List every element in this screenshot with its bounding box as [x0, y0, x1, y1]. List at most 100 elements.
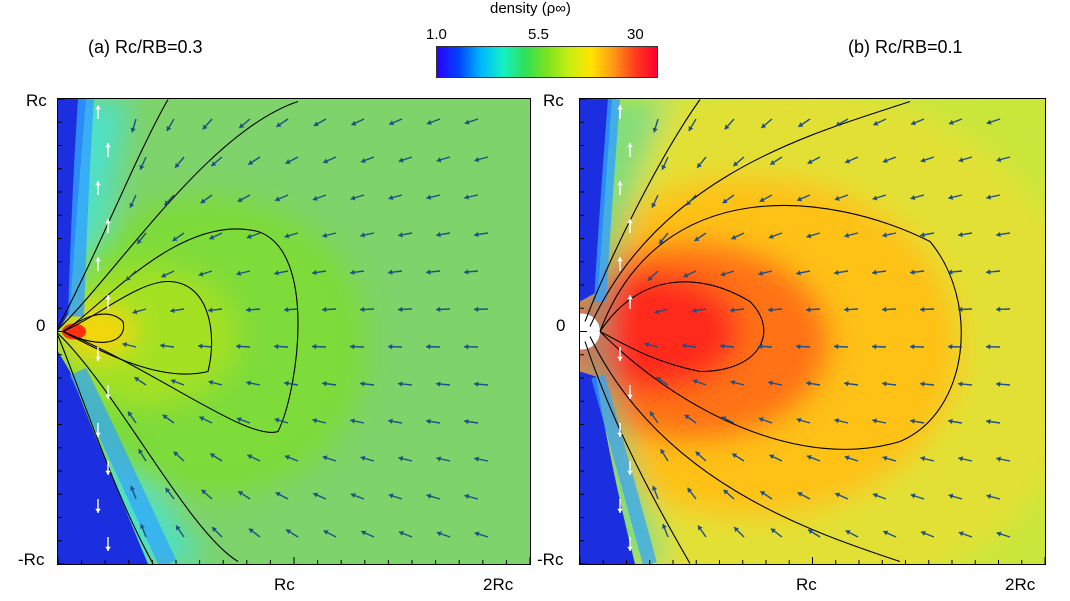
- velocity-arrowhead-19: [398, 157, 404, 163]
- velocity-arrowhead-33: [627, 219, 633, 224]
- velocity-arrowhead-101: [173, 451, 179, 457]
- velocity-arrowhead-92: [758, 417, 764, 423]
- lower-wake: [580, 371, 635, 564]
- velocity-arrowhead-61: [844, 306, 849, 313]
- velocity-arrowhead-86: [436, 381, 441, 387]
- velocity-arrowhead-128: [361, 530, 367, 536]
- velocity-arrowhead-2: [688, 126, 694, 132]
- velocity-arrowhead-125: [248, 528, 254, 534]
- velocity-arrowhead-87: [996, 381, 1001, 387]
- velocity-arrowhead-122: [139, 523, 145, 529]
- velocity-arrowhead-37: [246, 233, 252, 239]
- velocity-arrowhead-106: [882, 455, 888, 461]
- velocity-arrowhead-96: [910, 418, 915, 424]
- velocity-arrowhead-98: [986, 418, 991, 425]
- velocity-arrowhead-0: [617, 105, 623, 110]
- velocity-arrowhead-77: [105, 394, 111, 399]
- velocity-arrowhead-1: [652, 127, 658, 133]
- velocity-arrowhead-51: [350, 269, 355, 275]
- velocity-arrowhead-44: [95, 257, 101, 262]
- velocity-arrowhead-124: [734, 527, 739, 533]
- velocity-arrowhead-123: [697, 525, 703, 531]
- velocity-arrowhead-34: [137, 238, 142, 244]
- velocity-arrowhead-13: [175, 162, 180, 168]
- density-contours: [58, 99, 299, 564]
- panel-b-xtick-rc: Rc: [796, 575, 817, 594]
- velocity-arrowhead-123: [175, 525, 181, 531]
- velocity-arrowhead-65: [474, 306, 479, 313]
- velocity-arrowhead-8: [389, 120, 395, 126]
- velocity-arrowhead-34: [659, 238, 664, 244]
- velocity-arrowhead-49: [796, 270, 801, 276]
- velocity-arrowhead-17: [323, 158, 329, 164]
- velocity-arrowhead-82: [284, 380, 289, 387]
- axis-ticks: [58, 99, 530, 564]
- velocity-arrowhead-16: [285, 159, 291, 164]
- velocity-arrowhead-64: [958, 306, 963, 313]
- velocity-arrowhead-118: [910, 493, 916, 499]
- velocity-arrowhead-59: [246, 307, 251, 313]
- velocity-arrowhead-110: [617, 508, 623, 513]
- velocity-arrowhead-54: [464, 269, 469, 275]
- velocity-arrowhead-114: [760, 491, 766, 496]
- panel-a-ytick-bottom: -Rc: [18, 550, 45, 569]
- velocity-arrowhead-130: [958, 531, 964, 537]
- velocity-arrowhead-71: [274, 343, 279, 350]
- velocity-arrowhead-29: [350, 195, 356, 201]
- velocity-arrowhead-15: [248, 160, 254, 165]
- velocity-arrowhead-18: [882, 157, 888, 163]
- velocity-arrowhead-131: [996, 531, 1002, 537]
- velocity-arrowhead-117: [872, 493, 878, 499]
- colorbar-title: density (ρ∞): [490, 0, 571, 17]
- velocity-arrowhead-53: [426, 269, 431, 275]
- velocity-arrowhead-24: [686, 200, 692, 206]
- velocity-arrowhead-125: [770, 528, 776, 534]
- velocity-arrowhead-115: [797, 492, 803, 497]
- velocity-arrowhead-9: [948, 119, 954, 125]
- velocity-arrowhead-5: [798, 122, 804, 127]
- panel-a-xtick-2rc: 2Rc: [483, 575, 514, 594]
- contour-line-3: [58, 100, 299, 330]
- velocity-arrowhead-112: [165, 487, 171, 493]
- velocity-arrowhead-25: [200, 198, 206, 204]
- velocity-arrowhead-35: [172, 236, 178, 241]
- velocity-arrowhead-83: [322, 381, 327, 387]
- velocity-arrowhead-12: [139, 164, 145, 170]
- velocity-arrowhead-21: [996, 156, 1002, 163]
- velocity-arrowhead-76: [986, 344, 991, 350]
- velocity-arrowhead-40: [882, 232, 887, 238]
- velocity-arrowhead-84: [360, 381, 365, 387]
- velocity-arrowhead-33: [105, 219, 111, 224]
- velocity-arrowhead-68: [682, 343, 687, 349]
- velocity-arrowhead-78: [134, 377, 140, 382]
- velocity-arrowhead-80: [208, 379, 214, 386]
- velocity-arrowhead-13: [697, 162, 702, 168]
- velocity-arrowhead-120: [464, 493, 470, 500]
- velocity-arrowhead-91: [199, 416, 205, 422]
- velocity-arrowhead-113: [201, 489, 207, 495]
- velocity-arrowhead-105: [322, 455, 328, 461]
- velocity-arrowhead-74: [388, 344, 393, 350]
- velocity-arrowhead-23: [129, 202, 135, 208]
- velocity-arrowhead-63: [920, 306, 925, 313]
- velocity-arrowhead-121: [105, 546, 111, 551]
- panel-a-xtick-rc: Rc: [274, 575, 295, 594]
- velocity-arrowhead-97: [948, 418, 953, 425]
- velocity-arrowhead-67: [644, 342, 650, 348]
- velocity-arrowhead-66: [617, 356, 623, 361]
- velocity-arrowhead-111: [130, 485, 136, 491]
- velocity-arrowhead-53: [948, 269, 953, 275]
- velocity-arrowhead-89: [650, 411, 655, 417]
- velocity-arrowhead-7: [351, 120, 357, 126]
- velocity-arrowhead-82: [806, 380, 811, 387]
- velocity-arrowhead-26: [237, 197, 243, 202]
- panel-a-plot: [57, 98, 531, 565]
- velocity-arrowhead-78: [656, 377, 662, 382]
- velocity-arrowhead-20: [958, 157, 964, 163]
- velocity-arrowhead-39: [844, 232, 850, 238]
- velocity-arrowhead-11: [627, 143, 633, 148]
- velocity-arrowhead-32: [464, 194, 470, 200]
- velocity-arrowhead-95: [872, 418, 877, 424]
- velocity-arrowhead-56: [132, 309, 138, 315]
- velocity-arrowhead-15: [770, 160, 776, 165]
